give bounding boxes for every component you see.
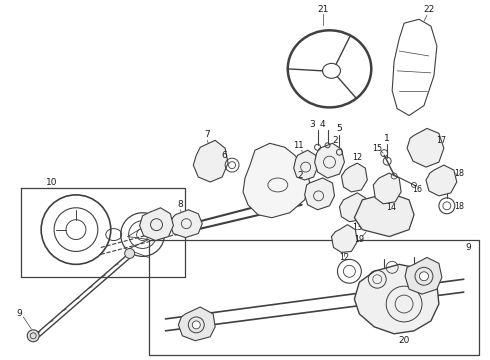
Text: 15: 15 [372,144,382,153]
Polygon shape [305,178,335,210]
Circle shape [415,267,433,285]
Text: 2: 2 [333,136,338,145]
Polygon shape [407,129,444,167]
Text: 18: 18 [454,202,464,211]
Text: 12: 12 [340,253,349,262]
Polygon shape [373,173,401,204]
Polygon shape [243,143,310,218]
Text: 14: 14 [386,203,396,212]
Text: 8: 8 [177,200,183,209]
Text: 11: 11 [294,141,304,150]
Text: 10: 10 [46,179,58,188]
Text: 21: 21 [317,5,328,14]
Polygon shape [342,163,368,192]
Circle shape [124,248,135,258]
Text: 9: 9 [466,243,471,252]
Circle shape [192,321,200,329]
Polygon shape [354,193,414,237]
Polygon shape [294,150,318,180]
Polygon shape [332,225,357,252]
Polygon shape [405,257,442,294]
Text: 20: 20 [398,336,410,345]
Circle shape [419,272,428,281]
Text: 16: 16 [412,185,422,194]
Text: 13: 13 [352,223,363,232]
Text: 2: 2 [297,171,302,180]
Text: 22: 22 [423,5,435,14]
Text: 6: 6 [221,151,227,160]
Polygon shape [193,140,228,182]
Polygon shape [170,210,202,238]
Text: 17: 17 [436,136,446,145]
Polygon shape [178,307,215,341]
Text: 12: 12 [352,153,363,162]
Polygon shape [315,143,344,178]
Polygon shape [140,208,173,240]
Text: 4: 4 [320,120,325,129]
Text: 18: 18 [454,168,464,177]
Text: 1: 1 [384,134,390,143]
Text: 5: 5 [337,124,343,133]
Polygon shape [354,264,439,334]
Circle shape [27,330,39,342]
Circle shape [188,317,204,333]
Text: 9: 9 [16,310,22,319]
Polygon shape [426,165,457,196]
Polygon shape [340,193,368,222]
Text: 7: 7 [204,130,210,139]
Text: 19: 19 [354,235,365,244]
Text: 3: 3 [310,120,316,129]
